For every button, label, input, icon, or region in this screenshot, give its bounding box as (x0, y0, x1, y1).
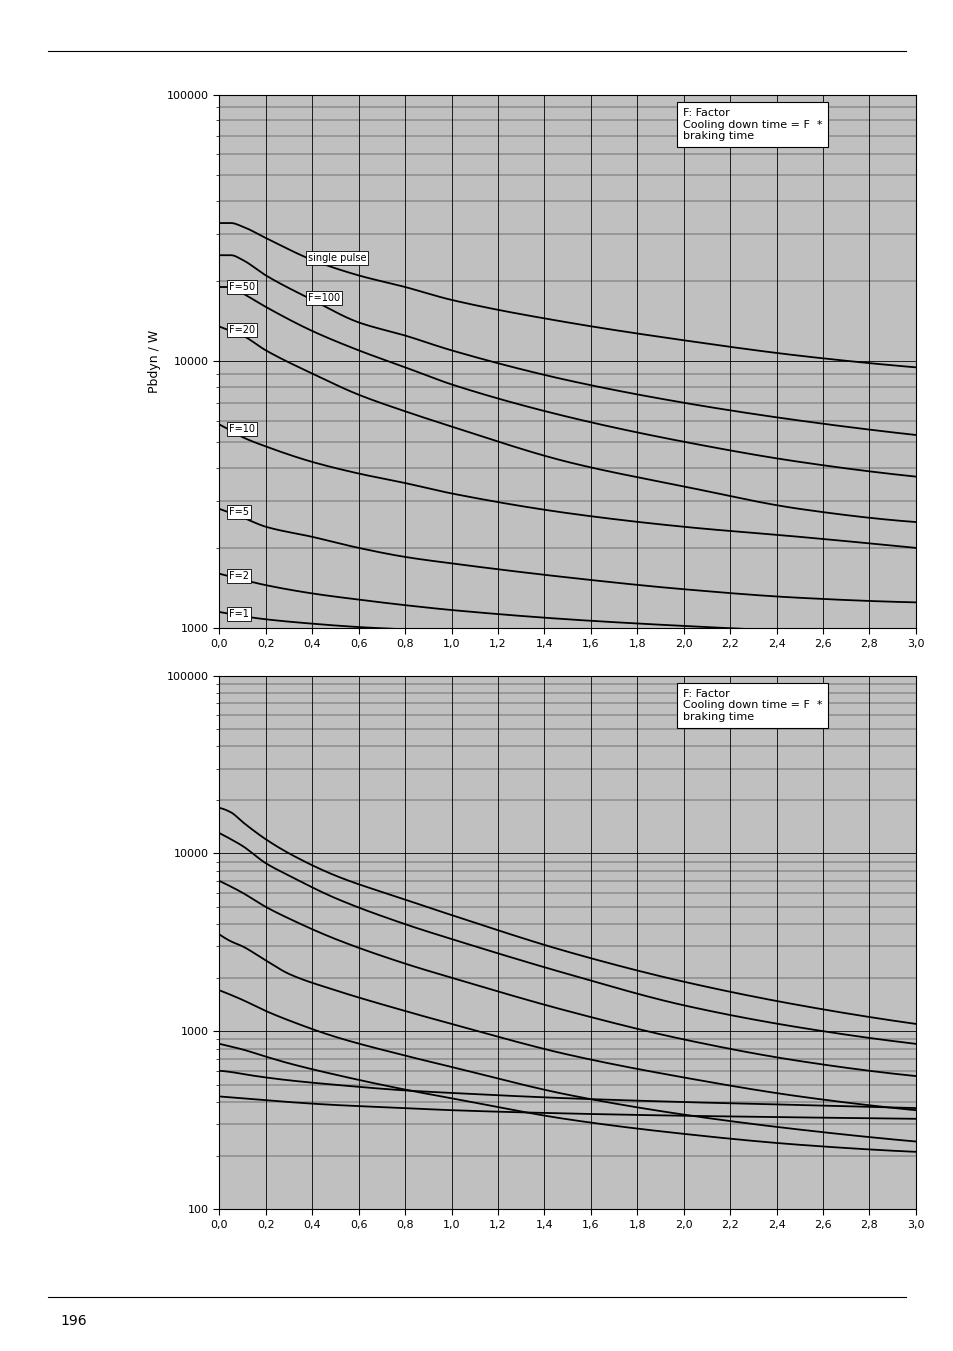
Text: F=5: F=5 (229, 507, 249, 517)
Text: F=50: F=50 (229, 282, 254, 292)
Text: single pulse: single pulse (307, 253, 366, 263)
Text: F=10: F=10 (229, 424, 254, 435)
Text: F=20: F=20 (229, 326, 254, 335)
Y-axis label: Pbdyn / W: Pbdyn / W (149, 330, 161, 393)
Text: F=2: F=2 (229, 571, 249, 581)
Text: F: Factor
Cooling down time = F  *
braking time: F: Factor Cooling down time = F * brakin… (681, 108, 821, 141)
Text: 196: 196 (60, 1315, 87, 1328)
Text: F=1: F=1 (229, 609, 249, 619)
Text: F: Factor
Cooling down time = F  *
braking time: F: Factor Cooling down time = F * brakin… (681, 689, 821, 721)
Text: F=100: F=100 (307, 293, 339, 303)
